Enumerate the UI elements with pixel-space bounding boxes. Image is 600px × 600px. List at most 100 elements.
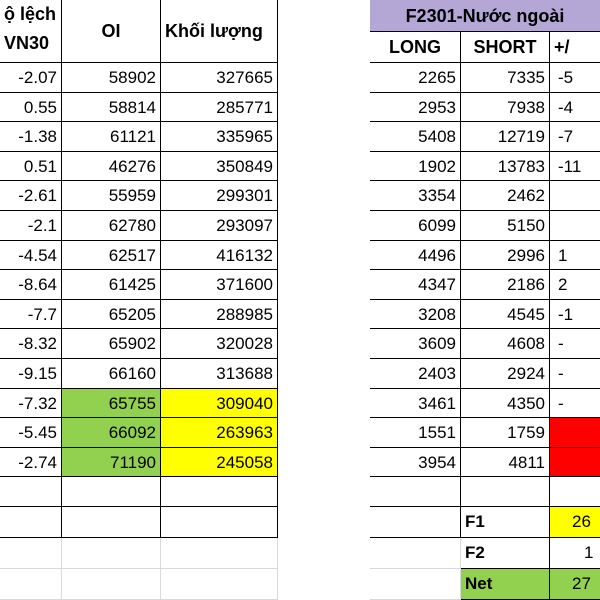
deviation-cell[interactable]: -2.1 — [0, 211, 62, 241]
empty-cell[interactable] — [62, 507, 161, 538]
summary-f2-value[interactable]: 1 — [550, 538, 600, 569]
volume-cell[interactable]: 371600 — [161, 270, 278, 300]
header-short[interactable]: SHORT — [461, 32, 550, 63]
long-cell[interactable]: 6099 — [370, 211, 461, 241]
short-cell[interactable]: 12719 — [461, 122, 550, 152]
short-cell[interactable]: 13783 — [461, 152, 550, 181]
short-cell[interactable]: 4350 — [461, 389, 550, 418]
empty-cell[interactable] — [370, 507, 461, 538]
empty-cell[interactable] — [62, 569, 161, 600]
short-cell[interactable]: 4608 — [461, 329, 550, 359]
oi-cell[interactable]: 66092 — [62, 418, 161, 448]
volume-cell[interactable]: 299301 — [161, 181, 278, 211]
empty-cell[interactable] — [461, 477, 550, 507]
summary-f2-label[interactable]: F2 — [461, 538, 550, 569]
net-change-cell[interactable] — [550, 448, 600, 477]
oi-cell[interactable]: 58902 — [62, 63, 161, 93]
volume-cell[interactable]: 245058 — [161, 448, 278, 477]
oi-cell[interactable]: 71190 — [62, 448, 161, 477]
short-cell[interactable]: 2462 — [461, 181, 550, 211]
short-cell[interactable]: 7938 — [461, 93, 550, 122]
net-change-cell[interactable]: - — [550, 389, 600, 418]
net-change-cell[interactable] — [550, 211, 600, 241]
oi-cell[interactable]: 61121 — [62, 122, 161, 152]
deviation-cell[interactable]: -4.54 — [0, 241, 62, 270]
deviation-cell[interactable]: -2.61 — [0, 181, 62, 211]
short-cell[interactable]: 2924 — [461, 359, 550, 389]
empty-cell[interactable] — [0, 538, 62, 569]
short-cell[interactable]: 7335 — [461, 63, 550, 93]
short-cell[interactable]: 1759 — [461, 418, 550, 448]
net-change-cell[interactable]: - — [550, 329, 600, 359]
net-change-cell[interactable]: - — [550, 359, 600, 389]
long-cell[interactable]: 3354 — [370, 181, 461, 211]
empty-cell[interactable] — [161, 507, 278, 538]
header-volume[interactable]: Khối lượng — [161, 0, 278, 63]
header-oi[interactable]: OI — [62, 0, 161, 63]
header-foreign-group[interactable]: F2301-Nước ngoài — [370, 0, 600, 32]
volume-cell[interactable]: 313688 — [161, 359, 278, 389]
header-deviation[interactable]: ộ lệch VN30 — [0, 0, 62, 63]
long-cell[interactable]: 3954 — [370, 448, 461, 477]
short-cell[interactable]: 4545 — [461, 300, 550, 329]
empty-cell[interactable] — [161, 569, 278, 600]
oi-cell[interactable]: 62780 — [62, 211, 161, 241]
net-change-cell[interactable]: -11 — [550, 152, 600, 181]
volume-cell[interactable]: 320028 — [161, 329, 278, 359]
volume-cell[interactable]: 285771 — [161, 93, 278, 122]
volume-cell[interactable]: 309040 — [161, 389, 278, 418]
oi-cell[interactable]: 65205 — [62, 300, 161, 329]
empty-cell[interactable] — [0, 569, 62, 600]
long-cell[interactable]: 3208 — [370, 300, 461, 329]
oi-cell[interactable]: 66160 — [62, 359, 161, 389]
long-cell[interactable]: 3609 — [370, 329, 461, 359]
empty-cell[interactable] — [550, 477, 600, 507]
empty-cell[interactable] — [161, 477, 278, 507]
net-change-cell[interactable]: 2 — [550, 270, 600, 300]
summary-f1-value[interactable]: 26 — [550, 507, 600, 538]
deviation-cell[interactable]: 0.51 — [0, 152, 62, 181]
volume-cell[interactable]: 263963 — [161, 418, 278, 448]
deviation-cell[interactable]: -1.38 — [0, 122, 62, 152]
deviation-cell[interactable]: -9.15 — [0, 359, 62, 389]
empty-cell[interactable] — [370, 538, 461, 569]
summary-net-label[interactable]: Net — [461, 569, 550, 600]
long-cell[interactable]: 2403 — [370, 359, 461, 389]
net-change-cell[interactable]: -4 — [550, 93, 600, 122]
summary-f1-label[interactable]: F1 — [461, 507, 550, 538]
deviation-cell[interactable]: -2.07 — [0, 63, 62, 93]
volume-cell[interactable]: 416132 — [161, 241, 278, 270]
long-cell[interactable]: 3461 — [370, 389, 461, 418]
volume-cell[interactable]: 327665 — [161, 63, 278, 93]
net-change-cell[interactable]: -7 — [550, 122, 600, 152]
volume-cell[interactable]: 288985 — [161, 300, 278, 329]
empty-cell[interactable] — [0, 507, 62, 538]
empty-cell[interactable] — [62, 477, 161, 507]
net-change-cell[interactable]: -5 — [550, 63, 600, 93]
volume-cell[interactable]: 293097 — [161, 211, 278, 241]
long-cell[interactable]: 5408 — [370, 122, 461, 152]
oi-cell[interactable]: 62517 — [62, 241, 161, 270]
empty-cell[interactable] — [0, 477, 62, 507]
summary-net-value[interactable]: 27 — [550, 569, 600, 600]
net-change-cell[interactable]: 1 — [550, 241, 600, 270]
header-net-change[interactable]: +/ — [550, 32, 600, 63]
short-cell[interactable]: 2996 — [461, 241, 550, 270]
deviation-cell[interactable]: -7.7 — [0, 300, 62, 329]
long-cell[interactable]: 2953 — [370, 93, 461, 122]
net-change-cell[interactable]: -1 — [550, 300, 600, 329]
oi-cell[interactable]: 58814 — [62, 93, 161, 122]
oi-cell[interactable]: 55959 — [62, 181, 161, 211]
net-change-cell[interactable] — [550, 181, 600, 211]
volume-cell[interactable]: 350849 — [161, 152, 278, 181]
long-cell[interactable]: 1902 — [370, 152, 461, 181]
short-cell[interactable]: 4811 — [461, 448, 550, 477]
long-cell[interactable]: 1551 — [370, 418, 461, 448]
deviation-cell[interactable]: -5.45 — [0, 418, 62, 448]
long-cell[interactable]: 2265 — [370, 63, 461, 93]
oi-cell[interactable]: 46276 — [62, 152, 161, 181]
long-cell[interactable]: 4347 — [370, 270, 461, 300]
oi-cell[interactable]: 65755 — [62, 389, 161, 418]
deviation-cell[interactable]: -8.32 — [0, 329, 62, 359]
empty-cell[interactable] — [370, 569, 461, 600]
